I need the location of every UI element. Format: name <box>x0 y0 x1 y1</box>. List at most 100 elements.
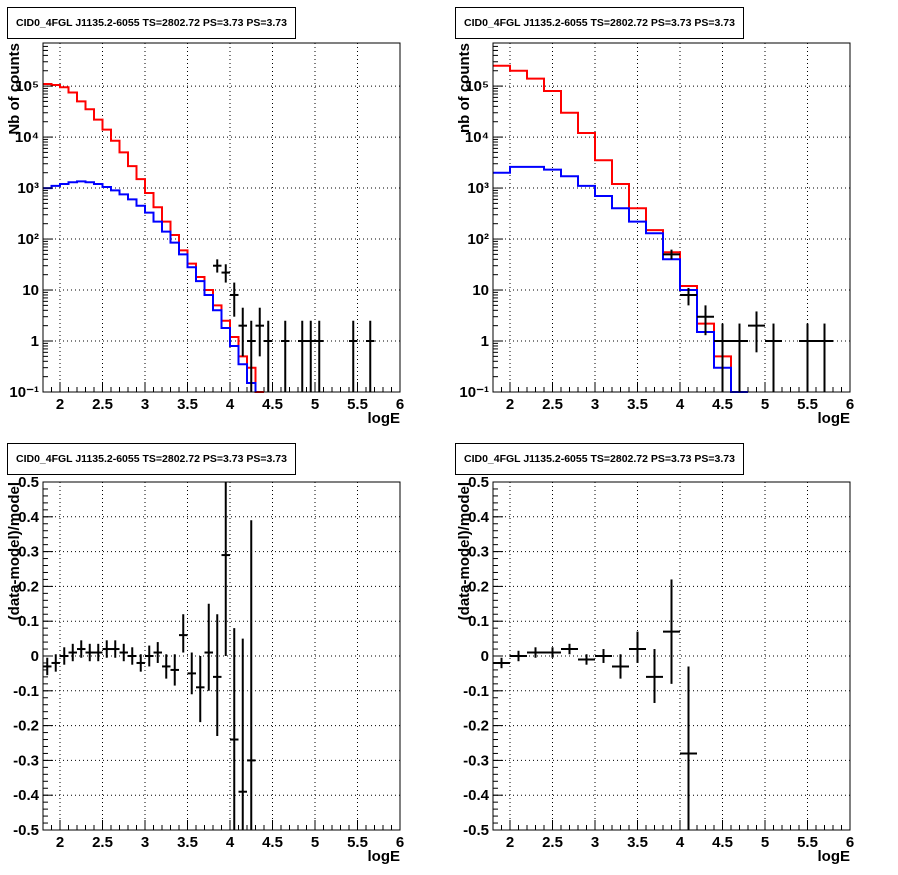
chart-top-left: 2 2.5 3 3.5 4 4.5 5 5.5 6 10⁻¹ 1 10 10² 10³ 10⁴ 10⁵ logE… <box>6 42 404 427</box>
x-tick-label: 2.5 <box>542 834 563 851</box>
y-axis-label: (data-model)/model <box>6 482 23 620</box>
data-point <box>204 603 213 691</box>
x-tick-label: 3.5 <box>627 396 648 413</box>
x-tick-label: 2 <box>506 396 514 413</box>
y-tick-label: 1 <box>31 333 39 350</box>
data-points <box>493 579 697 830</box>
y-tick-label: 10⁵ <box>465 78 489 95</box>
y-tick-label: 0 <box>31 648 39 665</box>
data-point <box>230 628 239 830</box>
y-tick-label: -0.4 <box>13 787 40 804</box>
data-point <box>799 323 816 392</box>
y-tick-label: 10³ <box>17 180 39 197</box>
x-tick-label: 4 <box>226 396 235 413</box>
data-point <box>315 320 324 392</box>
x-tick-label: 3 <box>591 396 599 413</box>
y-tick-label: 10⁴ <box>465 129 489 146</box>
gridlines <box>43 43 400 392</box>
data-point <box>697 305 714 336</box>
x-tick-label: 2 <box>56 396 64 413</box>
y-tick-label: 1 <box>481 333 489 350</box>
x-tick-label: 5.5 <box>797 396 818 413</box>
data-point <box>94 643 103 662</box>
y-tick-label: 10⁵ <box>15 78 39 95</box>
data-point <box>145 645 154 667</box>
x-tick-label: 4 <box>676 396 685 413</box>
y-tick-label: 10² <box>467 231 489 248</box>
histogram-series <box>493 165 748 393</box>
y-tick-label: 10² <box>17 231 39 248</box>
data-point <box>213 614 222 737</box>
y-tick-label: 0.1 <box>468 613 489 630</box>
data-points <box>43 482 256 830</box>
x-axis-label: logE <box>818 410 851 427</box>
histogram-series <box>43 83 264 393</box>
data-point <box>162 654 171 679</box>
y-tick-label: -0.4 <box>463 787 490 804</box>
x-tick-label: 4 <box>676 834 685 851</box>
data-point <box>663 579 680 684</box>
data-point <box>136 654 145 672</box>
histogram-series <box>43 180 257 392</box>
data-point <box>714 323 731 392</box>
y-tick-label: 10 <box>22 282 39 299</box>
y-tick-label: 0.5 <box>468 474 489 491</box>
data-point <box>680 666 697 830</box>
data-point <box>102 640 111 658</box>
data-point <box>128 647 137 665</box>
data-point <box>247 320 256 392</box>
x-tick-label: 4.5 <box>262 396 283 413</box>
data-point <box>77 640 86 658</box>
data-point <box>366 320 375 392</box>
data-point <box>51 654 60 672</box>
data-point <box>561 643 578 655</box>
x-tick-label: 5.5 <box>347 834 368 851</box>
x-tick-label: 3.5 <box>177 834 198 851</box>
x-tick-label: 5.5 <box>347 396 368 413</box>
plot-frame <box>42 42 401 393</box>
data-point <box>646 649 663 703</box>
chart-title: CID0_4FGL J1135.2-6055 TS=2802.72 PS=3.7… <box>7 7 296 39</box>
chart-bottom-left: 2 2.5 3 3.5 4 4.5 5 5.5 6 -0.5 -0.4 -0.3 -0.2 -0.1 0 0.… <box>6 474 404 865</box>
y-tick-label: 0.3 <box>468 544 489 561</box>
y-tick-label: -0.3 <box>13 752 39 769</box>
data-point <box>179 614 188 653</box>
y-tick-label: 0.4 <box>18 509 40 526</box>
data-point <box>612 654 629 679</box>
data-point <box>298 320 307 392</box>
data-point <box>85 643 94 662</box>
y-tick-label: -0.5 <box>13 822 39 839</box>
data-point <box>765 323 782 392</box>
x-tick-label: 5 <box>311 396 319 413</box>
y-tick-label: 0.2 <box>18 578 39 595</box>
data-point <box>170 654 179 686</box>
data-point <box>153 642 162 663</box>
y-tick-label: -0.5 <box>463 822 489 839</box>
y-tick-label: 10⁻¹ <box>9 384 39 401</box>
gridlines <box>493 43 850 392</box>
x-tick-label: 4.5 <box>712 834 733 851</box>
chart-title: CID0_4FGL J1135.2-6055 TS=2802.72 PS=3.7… <box>455 7 744 39</box>
x-tick-label: 6 <box>396 396 404 413</box>
data-point <box>196 656 205 723</box>
y-tick-label: 10³ <box>467 180 489 197</box>
x-tick-label: 4 <box>226 834 235 851</box>
x-tick-label: 4.5 <box>262 834 283 851</box>
data-point <box>187 652 196 695</box>
data-point <box>111 640 120 658</box>
x-tick-label: 6 <box>846 396 854 413</box>
minor-ticks <box>492 42 851 392</box>
gridlines <box>43 482 400 830</box>
x-axis-label: logE <box>818 848 851 865</box>
x-tick-label: 4.5 <box>712 396 733 413</box>
data-point <box>544 647 561 658</box>
plot-frame <box>42 481 401 831</box>
x-tick-label: 2 <box>56 834 64 851</box>
data-point <box>748 311 765 353</box>
data-point <box>578 654 595 665</box>
y-tick-label: -0.2 <box>13 718 39 735</box>
x-tick-label: 5 <box>761 396 769 413</box>
y-tick-label: -0.1 <box>463 683 489 700</box>
x-tick-label: 6 <box>396 834 404 851</box>
